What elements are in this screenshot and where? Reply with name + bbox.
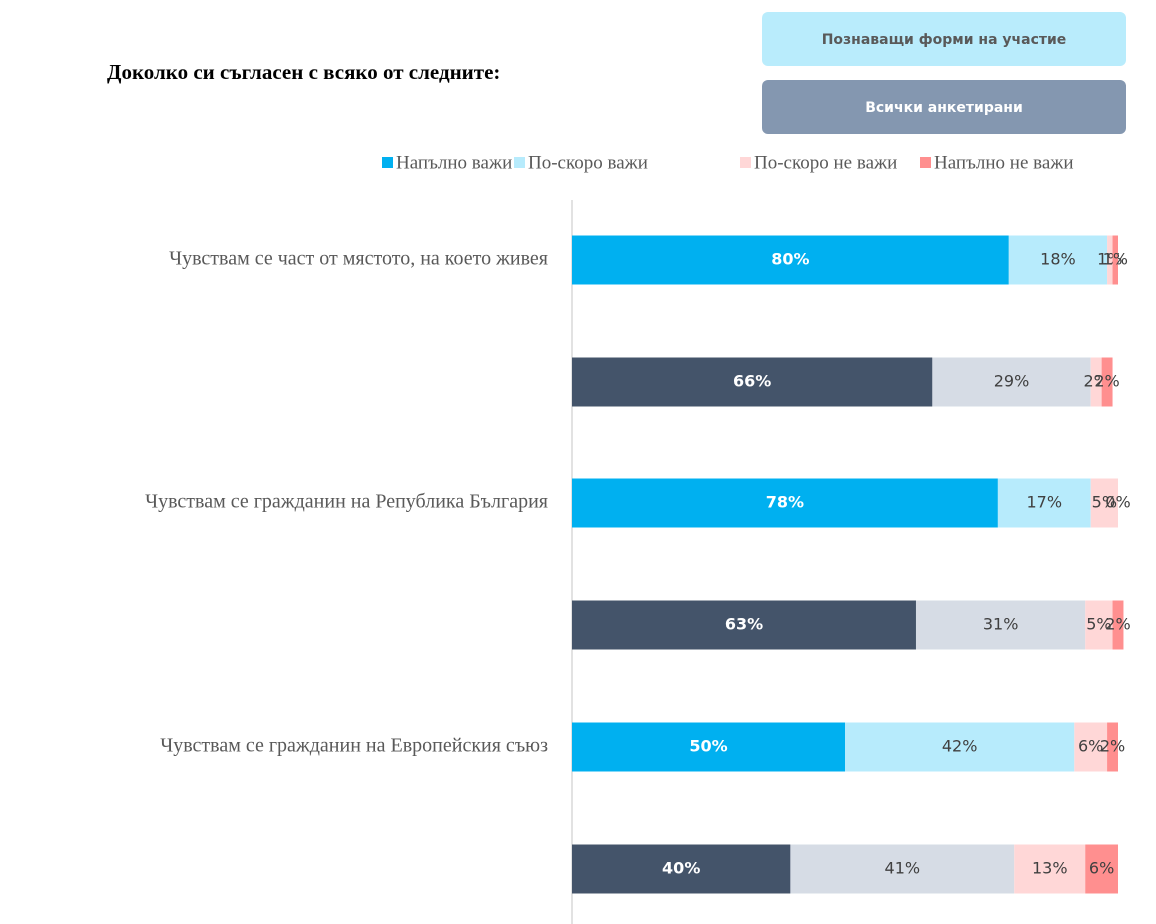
bar-segment [1085,844,1118,894]
bar-segment [572,722,845,772]
group-button [762,80,1126,134]
bar-segment [997,478,1091,528]
bar-segment [572,357,933,407]
data-label: 13% [1032,859,1068,878]
data-label: 66% [733,372,771,391]
bar-segment [572,844,791,894]
data-label: 2% [1100,737,1125,756]
data-label: 42% [942,737,978,756]
bar-segment [1090,357,1102,407]
bar-segment [1107,722,1118,772]
bar-segment [932,357,1091,407]
legend-label: Напълно не важи [934,152,1074,173]
legend-swatch [740,157,751,168]
data-label: 6% [1078,737,1103,756]
data-label: 80% [771,250,809,269]
legend-label: По-скоро важи [528,152,648,173]
data-label: 6% [1089,859,1114,878]
bar-segment [1112,600,1124,650]
data-label: 29% [994,372,1030,391]
data-label: 2% [1105,615,1130,634]
bar-segment [1107,235,1113,285]
data-label: 2% [1094,372,1119,391]
bar-segment [1090,478,1118,528]
bar-segment [1074,722,1108,772]
data-label: 5% [1092,493,1117,512]
category-label: Чувствам се част от мястото, на което жи… [169,248,548,270]
bar-segment [1112,235,1118,285]
data-label: 17% [1027,493,1063,512]
bar-segment [915,600,1086,650]
bar-segment [1101,357,1113,407]
chart-title: Доколко си съгласен с всяко от следните: [107,60,500,84]
bar-segment [572,235,1009,285]
bar-segment [572,600,916,650]
data-label: 50% [689,737,727,756]
legend-label: По-скоро не важи [754,152,897,173]
legend-swatch [920,157,931,168]
bar-segment [1014,844,1086,894]
data-label: 1% [1103,250,1128,269]
data-label: 63% [725,615,763,634]
bar-segment [1008,235,1108,285]
bar-segment [1085,600,1113,650]
data-label: 40% [662,859,700,878]
data-label: 18% [1040,250,1076,269]
bar-segment [790,844,1015,894]
category-label: Чувствам се гражданин на Република Бълга… [145,491,548,513]
group-button-label: Познаващи форми на участие [822,32,1067,48]
bar-segment [572,478,998,528]
group-button [762,12,1126,66]
category-label: Чувствам се гражданин на Европейския съю… [160,735,548,757]
legend-label: Напълно важи [396,152,512,173]
data-label: 41% [885,859,921,878]
data-label: 5% [1086,615,1111,634]
data-label: 78% [766,493,804,512]
group-button-label: Всички анкетирани [865,100,1023,116]
data-label: 31% [983,615,1019,634]
legend-swatch [382,157,393,168]
bar-segment [845,722,1075,772]
data-label: 0% [1105,493,1130,512]
legend-swatch [514,157,525,168]
